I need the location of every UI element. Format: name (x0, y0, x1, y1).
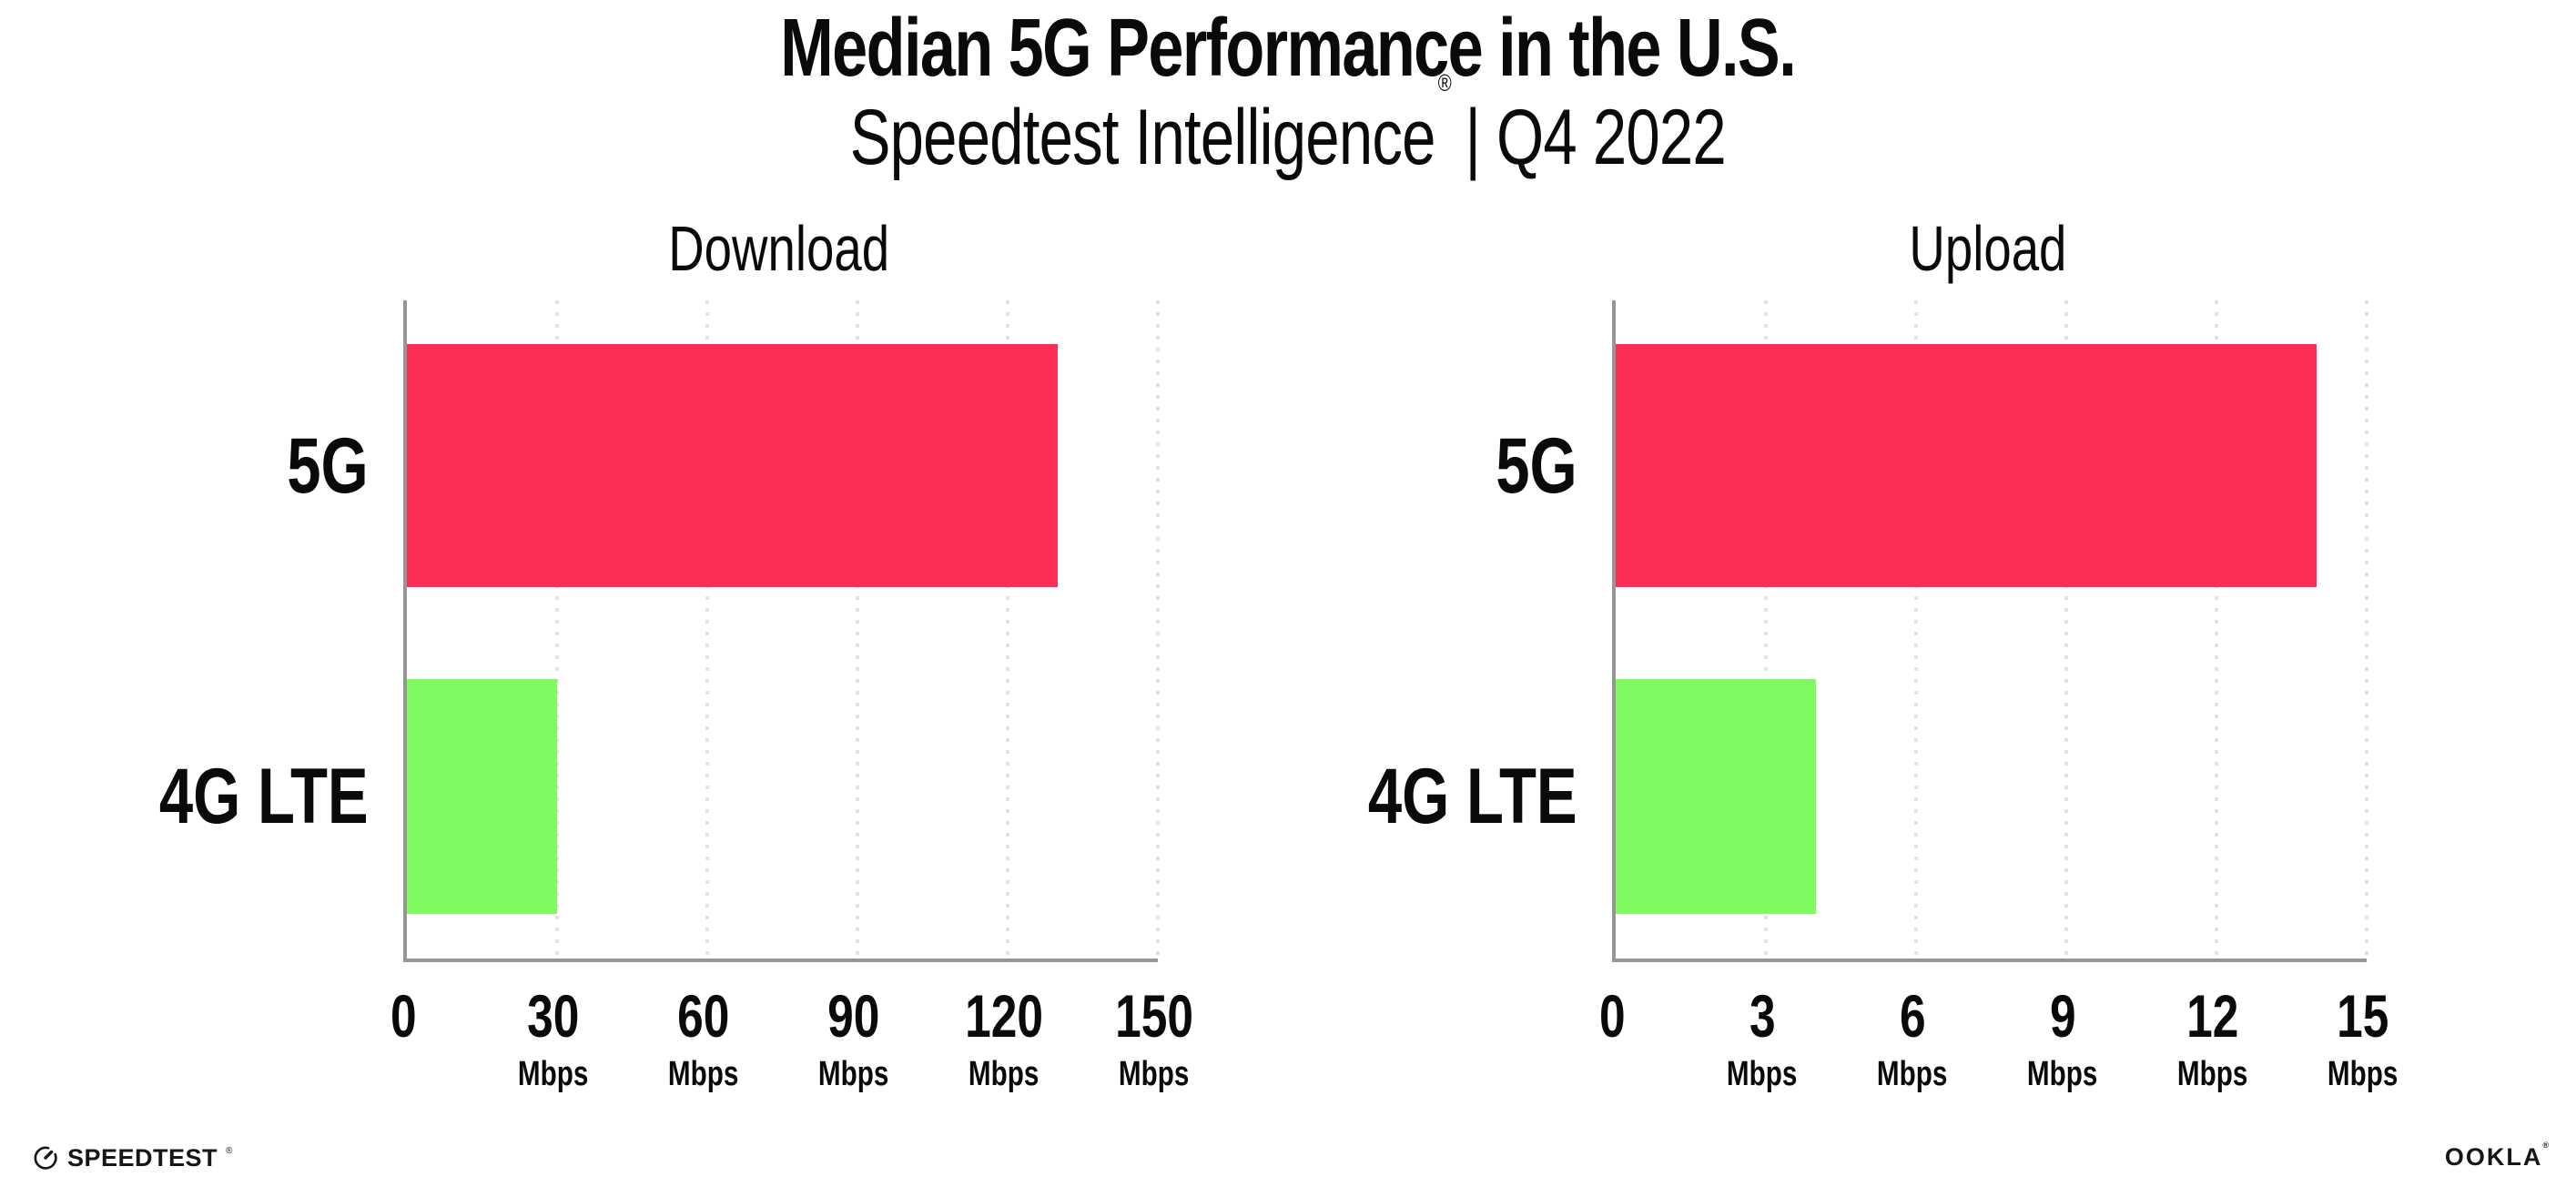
x-tick-number: 3 (1749, 982, 1776, 1050)
category-label-text: 4G LTE (1368, 753, 1577, 840)
gridline-upload-15 (2365, 300, 2368, 959)
x-tick-number: 12 (2186, 982, 2239, 1050)
x-tick-unit: Mbps (2027, 1055, 2098, 1093)
x-tick-number: 60 (677, 982, 730, 1050)
category-label-download-4g-lte: 4G LTE (0, 746, 369, 847)
bar-download-4g-lte (407, 679, 557, 914)
x-tick-download-120: 120 Mbps (867, 986, 1141, 1091)
x-tick-unit: Mbps (2328, 1055, 2399, 1093)
chart-title-text-download: Download (668, 213, 889, 284)
page-subtitle: Speedtest Intelligence®| Q4 2022 (0, 71, 2576, 177)
chart-title-upload: Upload (1612, 217, 2363, 280)
gridline-download-120 (1006, 300, 1009, 959)
ookla-wordmark: OOKLA (2444, 1143, 2543, 1171)
x-tick-number: 9 (2049, 982, 2076, 1050)
gridline-download-30 (555, 300, 559, 959)
x-tick-number: 6 (1899, 982, 1926, 1050)
speedtest-registered-mark: ® (226, 1145, 233, 1156)
plot-area-download (403, 300, 1160, 962)
x-tick-number: 90 (827, 982, 880, 1050)
subtitle-period: | Q4 2022 (1465, 94, 1727, 181)
x-tick-unit: Mbps (2177, 1055, 2248, 1093)
bar-upload-5g (1616, 344, 2317, 587)
gridline-upload-12 (2215, 300, 2218, 959)
x-tick-number: 0 (390, 982, 417, 1050)
chart-title-download: Download (403, 217, 1154, 280)
speedtest-logo: SPEEDTEST ® (32, 1144, 232, 1172)
x-tick-unit: Mbps (1727, 1055, 1798, 1093)
ookla-registered-mark: ® (2542, 1141, 2549, 1150)
plot-area-upload (1612, 300, 2368, 962)
x-tick-download-0: 0 (267, 986, 540, 1046)
bar-download-5g (407, 344, 1058, 587)
category-label-text: 4G LTE (159, 753, 369, 840)
x-tick-download-90: 90 Mbps (717, 986, 990, 1091)
subtitle-brand: Speedtest Intelligence (849, 94, 1436, 181)
x-tick-number: 30 (527, 982, 580, 1050)
speedtest-gauge-icon (34, 1146, 57, 1170)
x-tick-upload-6: 6 Mbps (1776, 986, 2049, 1091)
x-tick-upload-15: 15 Mbps (2226, 986, 2500, 1091)
category-label-text: 5G (1496, 421, 1577, 510)
x-tick-download-30: 30 Mbps (417, 986, 690, 1091)
gridline-download-60 (705, 300, 709, 959)
gridline-upload-6 (1914, 300, 1918, 959)
category-label-text: 5G (287, 421, 369, 510)
category-label-upload-4g-lte: 4G LTE (940, 746, 1577, 847)
x-tick-number: 120 (965, 982, 1043, 1050)
x-tick-upload-9: 9 Mbps (1926, 986, 2199, 1091)
x-tick-download-150: 150 Mbps (1018, 986, 1291, 1091)
x-tick-number: 150 (1115, 982, 1193, 1050)
x-tick-number: 15 (2337, 982, 2389, 1050)
category-label-download-5g: 5G (0, 416, 369, 516)
x-tick-number: 0 (1598, 982, 1626, 1050)
ookla-logo: OOKLA® (2444, 1141, 2549, 1171)
x-tick-unit: Mbps (969, 1055, 1040, 1093)
gridline-download-150 (1156, 300, 1160, 959)
x-tick-unit: Mbps (668, 1055, 739, 1093)
bar-upload-4g-lte (1616, 679, 1816, 914)
x-tick-unit: Mbps (818, 1055, 889, 1093)
gridline-download-90 (856, 300, 859, 959)
category-label-upload-5g: 5G (940, 416, 1577, 516)
x-tick-download-60: 60 Mbps (567, 986, 840, 1091)
page-title: Median 5G Performance in the U.S. (780, 3, 1797, 94)
x-tick-unit: Mbps (518, 1055, 589, 1093)
speedtest-wordmark: SPEEDTEST (67, 1143, 218, 1172)
chart-title-text-upload: Upload (1908, 213, 2067, 284)
x-tick-upload-3: 3 Mbps (1626, 986, 1899, 1091)
x-tick-upload-12: 12 Mbps (2076, 986, 2349, 1091)
gridline-upload-9 (2064, 300, 2068, 959)
registered-mark: ® (1437, 69, 1452, 97)
x-tick-unit: Mbps (1119, 1055, 1190, 1093)
x-tick-unit: Mbps (1877, 1055, 1948, 1093)
gridline-upload-3 (1764, 300, 1768, 959)
x-tick-upload-0: 0 (1476, 986, 1749, 1046)
